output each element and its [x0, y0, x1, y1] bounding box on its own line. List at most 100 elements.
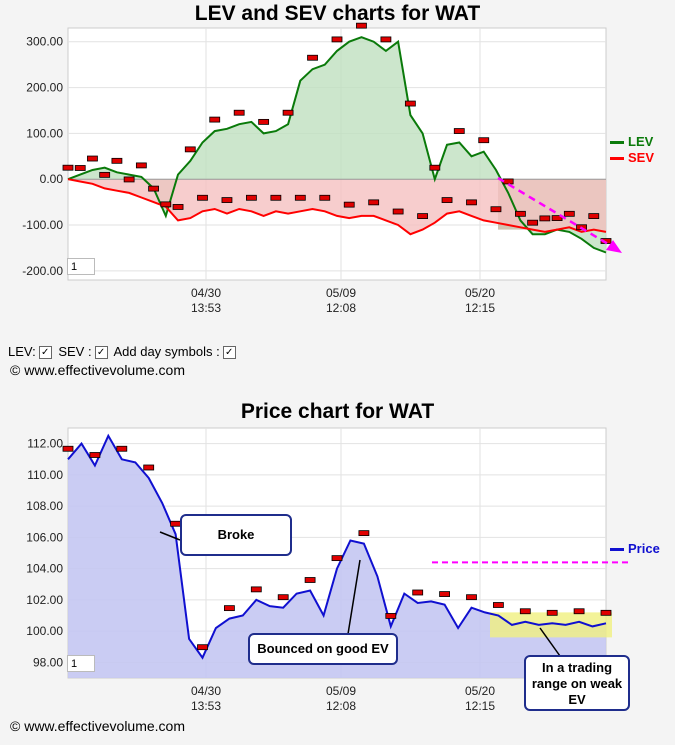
- day-symbols-checkbox[interactable]: ✓: [222, 346, 236, 360]
- price-day-marker: [223, 605, 235, 612]
- price-day-marker: [143, 464, 155, 471]
- sev-day-marker: [246, 194, 257, 201]
- sev-day-marker: [294, 194, 306, 201]
- y-tick-label: -100.00: [22, 218, 63, 232]
- price-legend-label: Price: [628, 541, 660, 556]
- price-day-marker: [573, 608, 585, 615]
- lev-checkbox[interactable]: ✓: [38, 346, 52, 360]
- price-chart: 112.00 110.00 108.00 106.00 104.00 102.00 100.…: [26, 427, 628, 713]
- x-tick-date: 05/20: [465, 286, 495, 300]
- callout-range-pointer: [539, 627, 561, 657]
- lev-toggle-label: LEV:: [8, 344, 36, 359]
- sev-day-marker: [490, 206, 502, 213]
- callout-trading-range: In a trading range on weak EV: [524, 655, 630, 711]
- lev-legend-label: LEV: [628, 134, 654, 149]
- sev-day-marker: [343, 201, 355, 208]
- price-day-marker: [331, 555, 343, 562]
- x-tick-date: 04/30: [191, 286, 221, 300]
- x-tick-date: 05/09: [326, 684, 356, 698]
- price-day-marker: [546, 609, 558, 616]
- sev-legend-item[interactable]: SEV: [610, 150, 654, 165]
- lev-day-marker: [233, 109, 245, 116]
- price-day-marker: [519, 608, 531, 615]
- lev-day-marker: [184, 146, 196, 153]
- x-tick-time: 13:53: [191, 699, 221, 713]
- price-day-marker: [358, 530, 370, 537]
- callout-broke: Broke: [180, 514, 292, 556]
- sev-day-marker: [588, 213, 600, 220]
- lev-day-marker: [502, 178, 514, 185]
- sev-day-marker: [441, 197, 453, 203]
- sev-day-marker: [392, 208, 404, 215]
- price-day-marker: [492, 602, 504, 608]
- sev-checkbox[interactable]: ✓: [94, 346, 108, 360]
- sev-day-marker: [417, 213, 428, 220]
- x-tick-time: 12:08: [326, 699, 356, 713]
- price-day-marker: [277, 594, 289, 601]
- price-day-marker: [466, 594, 477, 601]
- sev-swatch: [610, 157, 624, 161]
- lev-day-marker: [551, 215, 563, 222]
- x-tick-time: 13:53: [191, 301, 221, 315]
- x-tick-time: 12:08: [326, 301, 356, 315]
- sev-day-marker: [368, 199, 380, 206]
- price-legend-item[interactable]: Price: [610, 541, 660, 556]
- price-area: [68, 435, 606, 678]
- sev-toggle-label: SEV :: [58, 344, 92, 359]
- y-tick-label: -200.00: [22, 264, 63, 278]
- price-day-marker: [385, 613, 397, 619]
- y-tick-label: 98.00: [33, 655, 63, 669]
- callout-bounced: Bounced on good EV: [248, 633, 398, 665]
- sev-day-marker: [123, 176, 135, 183]
- sev-day-marker: [172, 204, 184, 210]
- lev-day-marker: [282, 109, 294, 116]
- lev-sev-chart-title: LEV and SEV charts for WAT: [194, 2, 481, 25]
- x-tick-date: 05/09: [326, 286, 356, 300]
- y-tick-label: 0.00: [40, 172, 64, 186]
- price-day-marker: [62, 445, 74, 452]
- sev-day-marker: [148, 185, 159, 192]
- lev-day-marker: [111, 157, 123, 164]
- lev-area: [68, 37, 606, 253]
- series-controls: LEV: ✓ SEV : ✓ Add day symbols : ✓: [8, 344, 239, 360]
- sev-day-marker: [197, 194, 208, 201]
- y-tick-label: 104.00: [26, 562, 63, 576]
- sev-day-marker: [99, 171, 111, 178]
- sev-day-marker: [74, 165, 86, 171]
- y-tick-label: 200.00: [26, 81, 63, 95]
- sev-day-marker: [270, 194, 282, 201]
- sev-day-marker: [563, 210, 575, 217]
- lev-day-marker: [404, 100, 416, 107]
- lev-day-marker: [209, 116, 221, 123]
- lev-day-marker: [62, 164, 74, 171]
- lev-day-marker: [356, 22, 367, 29]
- x-tick-date: 05/20: [465, 684, 495, 698]
- x-tick-date: 04/30: [191, 684, 221, 698]
- lev-day-marker: [258, 118, 270, 125]
- sev-day-marker: [221, 197, 233, 203]
- lev-swatch: [610, 141, 624, 145]
- lev-sev-zoom-input[interactable]: 1: [67, 258, 95, 275]
- lev-sev-chart: 300.00 200.00 100.00 0.00 -100.00 -200.00 04/3…: [22, 22, 622, 315]
- y-tick-label: 106.00: [26, 530, 63, 544]
- copyright-top: © www.effectivevolume.com: [10, 362, 186, 378]
- price-zoom-input[interactable]: 1: [67, 655, 95, 672]
- price-series-line: [67, 433, 607, 660]
- lev-day-marker: [135, 162, 147, 169]
- price-day-marker: [250, 586, 262, 593]
- sev-day-marker: [539, 215, 551, 222]
- price-swatch: [610, 548, 624, 552]
- lev-day-marker: [307, 54, 318, 61]
- lev-legend-item[interactable]: LEV: [610, 134, 653, 149]
- price-day-marker: [439, 591, 451, 597]
- sev-day-marker: [319, 194, 331, 201]
- y-tick-label: 300.00: [26, 35, 63, 49]
- sev-day-marker: [515, 210, 526, 217]
- sev-day-marker: [466, 199, 477, 206]
- day-symbols-label: Add day symbols :: [113, 344, 220, 359]
- y-tick-label: 108.00: [26, 499, 63, 513]
- sev-area: [68, 179, 606, 235]
- price-day-marker: [89, 452, 101, 458]
- lev-day-marker: [331, 36, 343, 43]
- lev-day-marker: [527, 219, 539, 226]
